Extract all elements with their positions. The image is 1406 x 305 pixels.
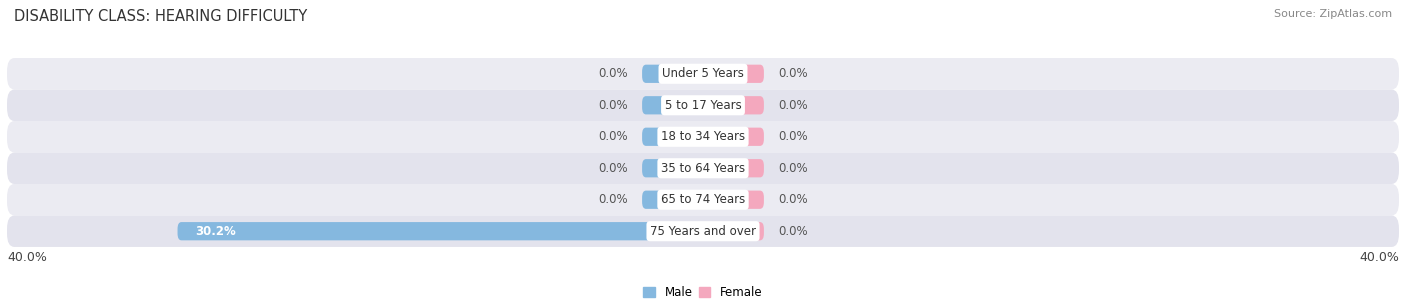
Text: 0.0%: 0.0% bbox=[778, 225, 807, 238]
FancyBboxPatch shape bbox=[643, 127, 703, 146]
FancyBboxPatch shape bbox=[7, 152, 1399, 184]
Text: 0.0%: 0.0% bbox=[599, 193, 628, 206]
FancyBboxPatch shape bbox=[643, 65, 703, 83]
Text: 75 Years and over: 75 Years and over bbox=[650, 225, 756, 238]
Text: 18 to 34 Years: 18 to 34 Years bbox=[661, 130, 745, 143]
Text: 0.0%: 0.0% bbox=[778, 162, 807, 175]
Text: 5 to 17 Years: 5 to 17 Years bbox=[665, 99, 741, 112]
FancyBboxPatch shape bbox=[643, 191, 703, 209]
Text: 65 to 74 Years: 65 to 74 Years bbox=[661, 193, 745, 206]
Text: Under 5 Years: Under 5 Years bbox=[662, 67, 744, 80]
Text: 35 to 64 Years: 35 to 64 Years bbox=[661, 162, 745, 175]
Text: Source: ZipAtlas.com: Source: ZipAtlas.com bbox=[1274, 9, 1392, 19]
FancyBboxPatch shape bbox=[643, 159, 703, 178]
Text: 0.0%: 0.0% bbox=[599, 162, 628, 175]
Text: DISABILITY CLASS: HEARING DIFFICULTY: DISABILITY CLASS: HEARING DIFFICULTY bbox=[14, 9, 308, 24]
FancyBboxPatch shape bbox=[703, 222, 763, 240]
FancyBboxPatch shape bbox=[7, 215, 1399, 247]
FancyBboxPatch shape bbox=[643, 96, 703, 114]
FancyBboxPatch shape bbox=[7, 58, 1399, 90]
FancyBboxPatch shape bbox=[703, 65, 763, 83]
Text: 30.2%: 30.2% bbox=[195, 225, 236, 238]
Text: 0.0%: 0.0% bbox=[599, 130, 628, 143]
Text: 40.0%: 40.0% bbox=[1360, 251, 1399, 264]
Text: 40.0%: 40.0% bbox=[7, 251, 46, 264]
Text: 0.0%: 0.0% bbox=[778, 99, 807, 112]
FancyBboxPatch shape bbox=[703, 96, 763, 114]
FancyBboxPatch shape bbox=[703, 127, 763, 146]
FancyBboxPatch shape bbox=[703, 159, 763, 178]
FancyBboxPatch shape bbox=[7, 90, 1399, 121]
Text: 0.0%: 0.0% bbox=[599, 67, 628, 80]
FancyBboxPatch shape bbox=[7, 184, 1399, 215]
FancyBboxPatch shape bbox=[7, 121, 1399, 152]
Text: 0.0%: 0.0% bbox=[778, 130, 807, 143]
FancyBboxPatch shape bbox=[703, 191, 763, 209]
FancyBboxPatch shape bbox=[177, 222, 703, 240]
Legend: Male, Female: Male, Female bbox=[644, 286, 762, 299]
Text: 0.0%: 0.0% bbox=[599, 99, 628, 112]
Text: 0.0%: 0.0% bbox=[778, 193, 807, 206]
Text: 0.0%: 0.0% bbox=[778, 67, 807, 80]
